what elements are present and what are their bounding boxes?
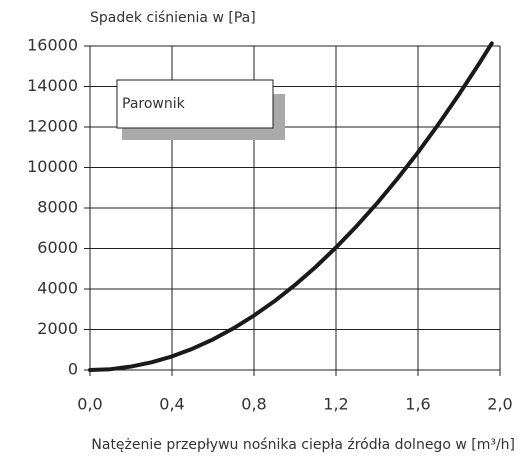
y-tick-label: 10000 [27,157,78,176]
x-tick-label: 0,4 [159,395,184,414]
x-tick-label: 2,0 [487,395,512,414]
y-tick-label: 8000 [37,198,78,217]
x-tick-label: 0,0 [77,395,102,414]
y-tick-label: 2000 [37,319,78,338]
x-tick-label: 1,2 [323,395,348,414]
x-tick-label: 1,6 [405,395,430,414]
y-tick-label: 14000 [27,76,78,95]
legend-label: Parownik [122,96,186,112]
y-tick-label: 16000 [27,36,78,55]
y-tick-label: 12000 [27,117,78,136]
legend-box [116,79,274,129]
y-axis-title: Spadek ciśnienia w [Pa] [90,10,256,26]
y-tick-label: 4000 [37,279,78,298]
y-tick-label: 0 [68,360,78,379]
data-line [88,41,494,372]
x-tick-label: 0,8 [241,395,266,414]
y-tick-label: 6000 [37,238,78,257]
x-axis-title: Natężenie przepływu nośnika ciepła źródł… [91,437,515,453]
